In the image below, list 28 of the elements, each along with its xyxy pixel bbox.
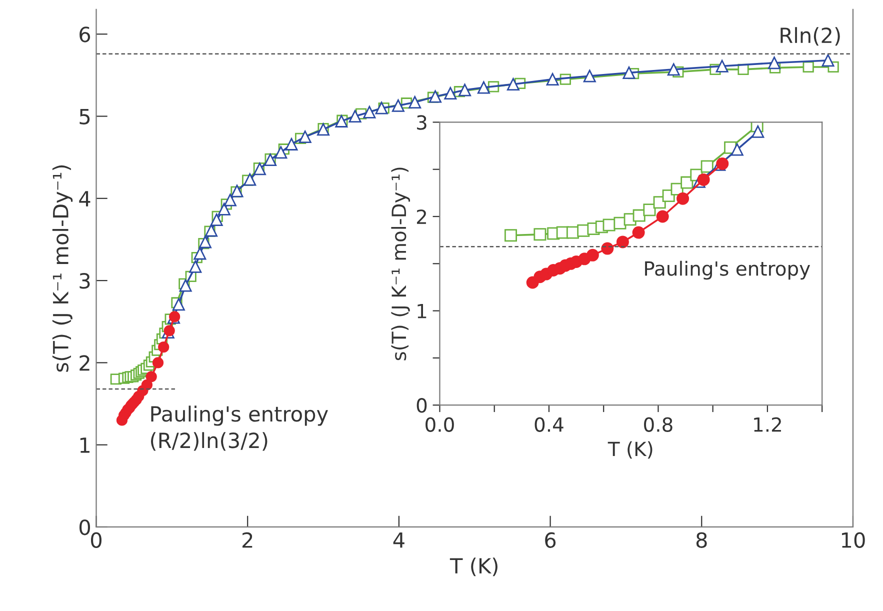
y-tick-label: 2	[416, 209, 426, 224]
y-tick-label: 5	[80, 108, 90, 124]
y-tick-label: 0	[80, 519, 90, 536]
x-tick-label: 6	[545, 532, 556, 548]
x-axis-title: T (K)	[450, 558, 498, 576]
x-tick-label: 10	[842, 532, 865, 548]
x-tick-label: 1.2	[754, 417, 781, 432]
y-tick-label: 1	[418, 304, 426, 318]
y-tick-label: 4	[79, 191, 90, 206]
x-tick-label: 0.8	[644, 417, 672, 432]
y-tick-label: 2	[80, 355, 90, 371]
x-tick-label: 0.4	[534, 417, 564, 432]
y-tick-label: 0	[416, 398, 427, 413]
x-tick-label: 2	[242, 532, 252, 548]
y-tick-label: 3	[417, 115, 426, 130]
y-axis-title: s(T) (J K⁻¹ mol-Dy⁻¹)	[391, 168, 410, 360]
y-tick-label: 3	[80, 273, 90, 289]
x-tick-label: 0	[90, 532, 102, 548]
annotation: Pauling's entropy (R/2)ln(3/2)	[151, 406, 328, 451]
x-axis-title: T (K)	[608, 441, 652, 459]
y-tick-label: 1	[80, 438, 90, 453]
x-tick-label: 0.0	[426, 417, 454, 432]
y-axis-title: s(T) (J K⁻¹ mol-Dy⁻¹)	[52, 165, 73, 372]
y-tick-label: 6	[80, 26, 90, 42]
x-tick-label: 8	[696, 532, 707, 548]
x-tick-label: 4	[393, 532, 404, 548]
ref-line-label: Rln(2)	[780, 27, 840, 46]
ref-line-label: Pauling's entropy	[645, 260, 810, 280]
